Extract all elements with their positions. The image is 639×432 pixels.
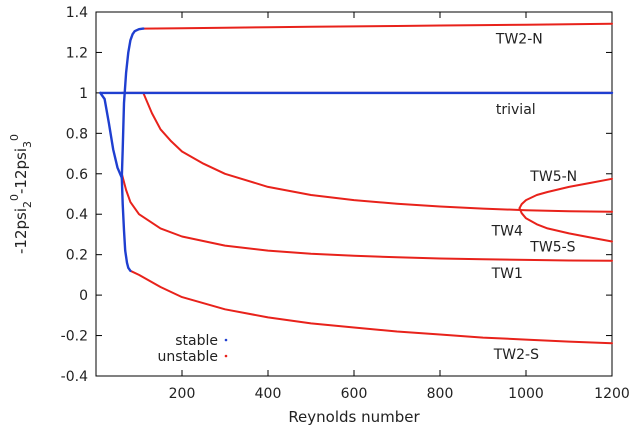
x-tick-label: 600 bbox=[341, 386, 368, 402]
series-layer bbox=[99, 22, 614, 345]
y-tick-label: 0.2 bbox=[66, 248, 88, 264]
series-tw_low_stable bbox=[99, 91, 124, 180]
y-tick-label: 0.4 bbox=[66, 207, 88, 223]
series-tw5n bbox=[518, 177, 613, 210]
y-tick-label: 1.2 bbox=[66, 45, 88, 61]
annotation-label: TW1 bbox=[491, 266, 523, 282]
y-axis: -0.4 -0.2 0 0.2 0.4 0.6 0.8 1 1.2 1.4 bbox=[61, 5, 612, 385]
x-tick-label: 800 bbox=[427, 386, 454, 402]
x-tick-label: 200 bbox=[169, 386, 196, 402]
y-tick-label: 0 bbox=[79, 288, 88, 304]
x-tick-label: 1200 bbox=[594, 386, 630, 402]
x-axis: 200 400 600 800 1000 1200 bbox=[169, 12, 630, 402]
annotations: TW2-N trivial TW5-N TW4 TW5-S TW1 TW2-S bbox=[491, 31, 578, 362]
y-axis-title: -12psi20-12psi30 bbox=[8, 134, 34, 254]
series-tw1 bbox=[120, 172, 613, 262]
y-axis-title-part: 0 bbox=[8, 194, 21, 201]
x-tick-label: 400 bbox=[255, 386, 282, 402]
y-axis-title-part: -12psi bbox=[12, 148, 30, 194]
y-tick-label: 1.4 bbox=[66, 5, 88, 21]
annotation-label: TW5-N bbox=[529, 169, 577, 185]
annotation-label: trivial bbox=[496, 102, 536, 118]
y-axis-title-part: -12psi bbox=[12, 208, 30, 254]
annotation-label: TW4 bbox=[491, 223, 523, 239]
legend-marker bbox=[224, 338, 228, 342]
annotation-label: TW2-N bbox=[495, 31, 543, 47]
y-axis-title-part: 2 bbox=[21, 201, 34, 208]
y-tick-label: 1 bbox=[79, 86, 88, 102]
series-tw2n bbox=[142, 22, 613, 30]
y-tick-label: 0.6 bbox=[66, 167, 88, 183]
legend-label: unstable bbox=[158, 349, 219, 365]
x-tick-label: 1000 bbox=[508, 386, 544, 402]
series-tw4 bbox=[142, 91, 613, 213]
series-tw2n_stable bbox=[120, 27, 145, 180]
legend-label: stable bbox=[175, 333, 218, 349]
y-axis-title-part: 0 bbox=[8, 134, 21, 141]
series-tw2s bbox=[129, 269, 613, 345]
x-axis-title: Reynolds number bbox=[288, 408, 420, 426]
legend-marker bbox=[224, 354, 228, 358]
annotation-label: TW2-S bbox=[493, 347, 539, 363]
y-tick-label: -0.4 bbox=[61, 369, 88, 385]
y-tick-label: -0.2 bbox=[61, 329, 88, 345]
series-tw1_stable bbox=[120, 176, 132, 272]
y-tick-label: 0.8 bbox=[66, 126, 88, 142]
annotation-label: TW5-S bbox=[529, 240, 575, 256]
y-axis-title-part: 3 bbox=[21, 141, 34, 148]
plot-frame bbox=[95, 11, 613, 377]
series-tw5s bbox=[518, 207, 613, 243]
